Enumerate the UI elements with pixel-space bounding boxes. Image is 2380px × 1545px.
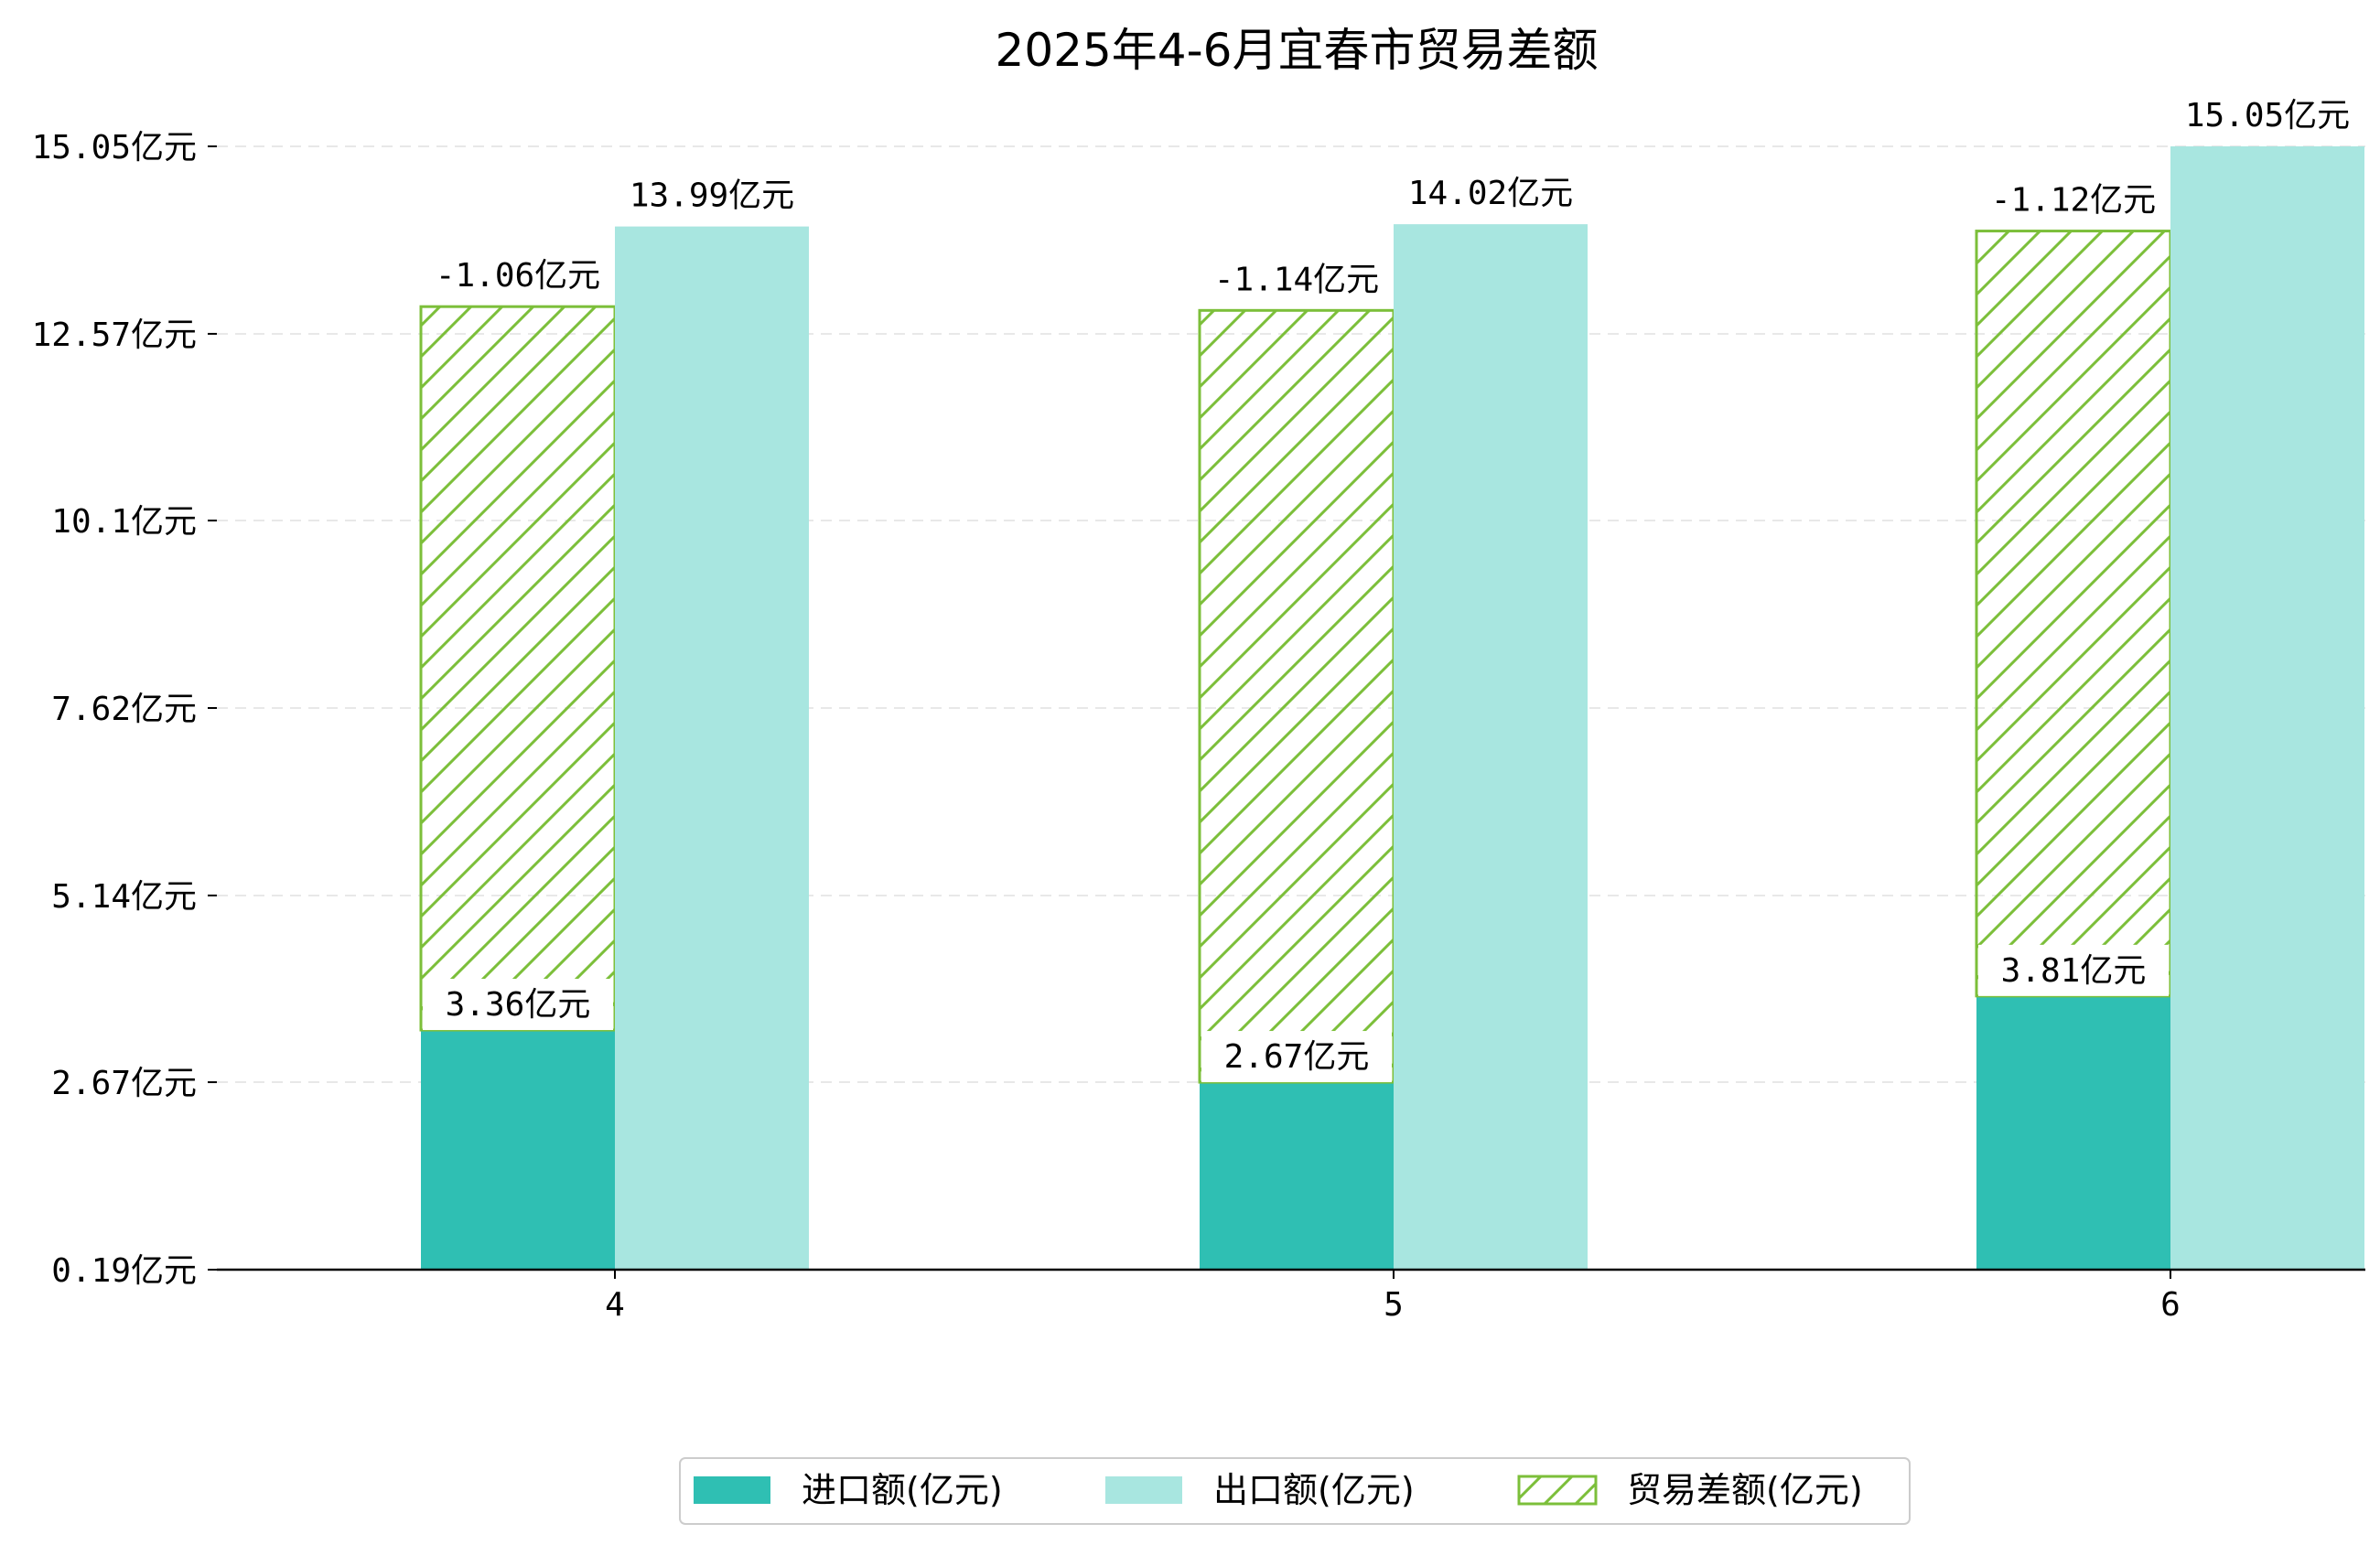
import-bar — [1976, 995, 2170, 1270]
legend-box — [679, 1457, 1911, 1525]
import-label-bg — [1201, 1031, 1392, 1083]
export-bar — [1394, 224, 1588, 1271]
import-data-label: 3.81亿元 — [2001, 952, 2147, 990]
y-tick-label: 15.05亿元 — [32, 129, 197, 166]
import-label-bg — [423, 979, 613, 1031]
y-tick-label: 2.67亿元 — [51, 1065, 197, 1102]
legend-label: 贸易差额(亿元) — [1627, 1470, 1863, 1510]
y-tick-label: 7.62亿元 — [51, 691, 197, 728]
bars-layer — [419, 146, 2364, 1271]
y-tick-label: 5.14亿元 — [51, 878, 197, 916]
legend-swatch-trade-balance — [1517, 1475, 1598, 1506]
trade-balance-bar — [419, 305, 617, 1032]
axis-layer: 0.19亿元 2.67亿元 5.14亿元 7.62亿元 10.1亿元 12.57亿元 15.… — [32, 129, 2365, 1324]
trade-balance-bar — [1198, 308, 1395, 1084]
y-tick-label: 10.1亿元 — [51, 503, 197, 541]
export-data-label: 13.99亿元 — [630, 177, 794, 215]
export-data-label: 14.02亿元 — [1408, 175, 1573, 212]
trade-balance-data-label: -1.06亿元 — [436, 257, 600, 295]
y-tick-label: 0.19亿元 — [51, 1252, 197, 1290]
legend-swatch-export — [1105, 1476, 1182, 1504]
import-bar — [421, 1030, 615, 1270]
import-label-bg — [1978, 944, 2169, 996]
import-bar — [1200, 1082, 1394, 1270]
trade-balance-bar — [1975, 230, 2172, 998]
export-data-label: 15.05亿元 — [2185, 97, 2350, 134]
import-data-label: 2.67亿元 — [1224, 1038, 1370, 1076]
trade-balance-data-label: -1.14亿元 — [1214, 261, 1379, 298]
x-tick-label: 5 — [1384, 1286, 1404, 1324]
legend-label: 进口额(亿元) — [802, 1470, 1003, 1510]
x-tick-label: 4 — [605, 1286, 625, 1324]
x-tick-label: 6 — [2160, 1286, 2181, 1324]
legend: 进口额(亿元) 出口额(亿元) 贸易差额(亿元) — [679, 1457, 1911, 1525]
export-bar — [615, 226, 809, 1271]
y-tick-label: 12.57亿元 — [32, 317, 197, 354]
legend-label: 出口额(亿元) — [1213, 1470, 1415, 1510]
chart-title: 2025年4-6月宜春市贸易差额 — [996, 24, 1599, 77]
import-data-label: 3.36亿元 — [446, 986, 591, 1024]
legend-swatch-import — [694, 1476, 770, 1504]
export-bar — [2170, 146, 2364, 1270]
data-labels-layer: 3.36亿元 -1.06亿元 13.99亿元 2.67亿元 -1.14亿元 14.02亿元… — [423, 97, 2350, 1083]
trade-balance-data-label: -1.12亿元 — [1991, 182, 2156, 220]
